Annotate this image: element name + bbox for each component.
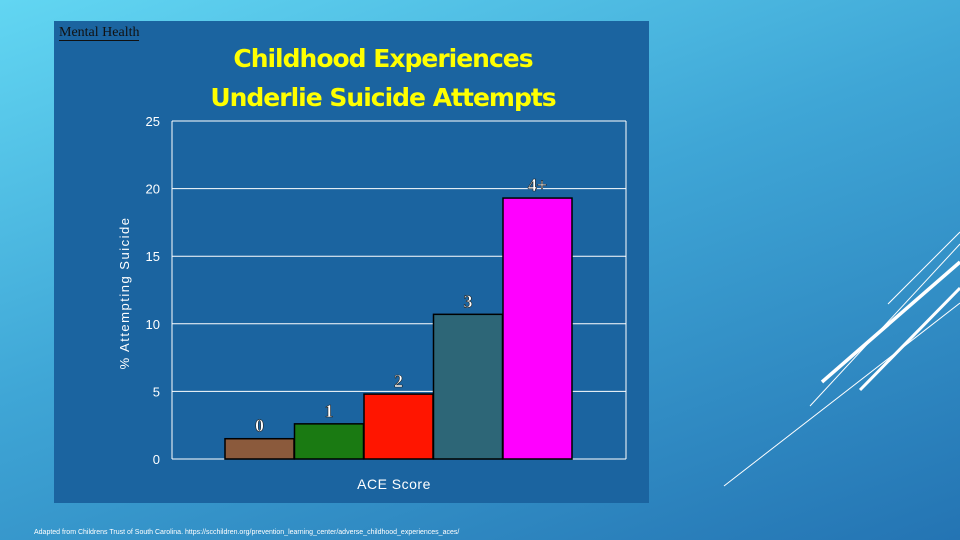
chart-panel: Mental Health Childhood Experiences Unde… — [54, 21, 649, 503]
bar-category-label: 3 — [464, 291, 473, 311]
bar-chart: 0 5 10 15 20 25 0 1 2 3 4+ ACE Score % Attempting Su… — [117, 114, 627, 492]
x-axis-label: ACE Score — [357, 476, 431, 492]
y-tick-label: 25 — [146, 114, 160, 129]
y-tick-label: 5 — [153, 384, 160, 399]
y-tick-label: 0 — [153, 452, 160, 467]
y-tick-label: 20 — [146, 182, 160, 197]
bar — [224, 437, 295, 460]
chart-title-line-2: Underlie Suicide Attempts — [210, 83, 556, 112]
bar-category-label: 4+ — [528, 175, 547, 195]
bar — [432, 313, 504, 460]
y-axis-label: % Attempting Suicide — [117, 217, 132, 370]
bar — [502, 197, 573, 460]
y-tick-label: 10 — [146, 317, 160, 332]
bar — [293, 423, 365, 460]
bar — [363, 393, 434, 460]
chart-title-line-1: Childhood Experiences — [233, 44, 533, 73]
bar-category-label: 1 — [325, 401, 334, 421]
source-citation: Adapted from Childrens Trust of South Ca… — [34, 529, 460, 536]
bar-category-label: 0 — [255, 416, 264, 436]
bar-category-label: 2 — [394, 371, 403, 391]
mental-health-tag: Mental Health — [59, 25, 140, 41]
y-tick-label: 15 — [146, 249, 160, 264]
